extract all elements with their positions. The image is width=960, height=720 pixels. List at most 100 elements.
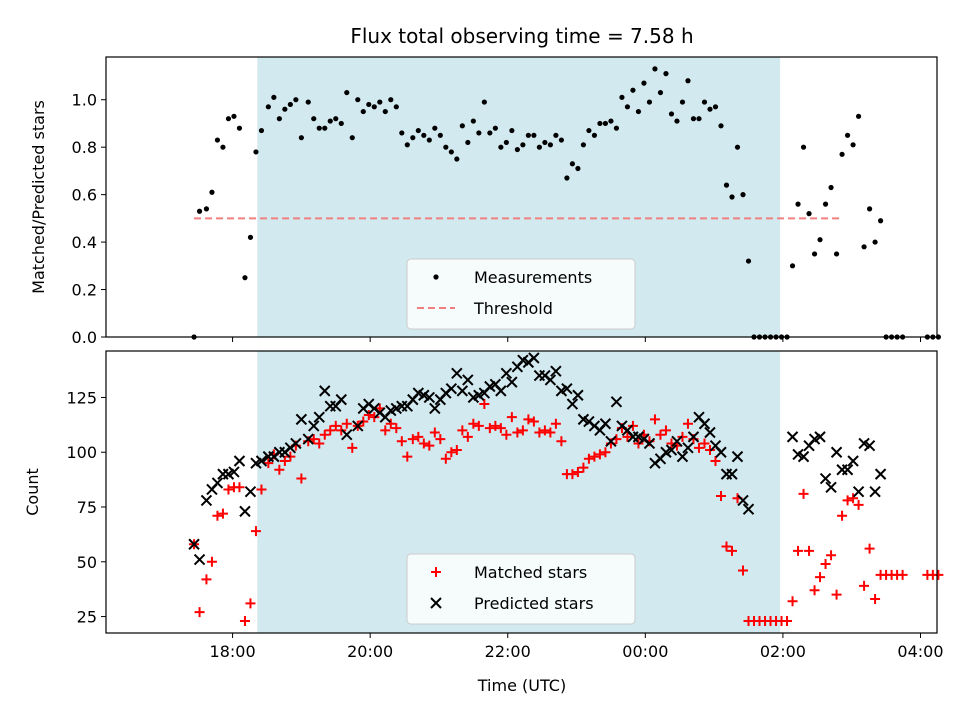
y-tick-label: 0.6 [72,186,97,205]
data-point [839,151,845,157]
data-point [815,572,826,583]
data-point [698,418,711,430]
data-point [687,431,700,443]
data-point [561,382,573,395]
legend-label: Predicted stars [474,594,594,613]
data-point [641,80,647,86]
data-point [322,125,328,131]
legend-box [406,553,636,625]
data-point [837,510,848,521]
data-point [498,144,504,150]
data-point [211,477,224,489]
data-point [671,435,683,447]
data-point [528,352,540,364]
data-point [319,429,330,440]
data-point [388,97,394,103]
data-point [435,434,446,445]
data-point [236,125,243,131]
data-point [520,142,526,148]
data-point [327,118,333,124]
data-point [459,123,465,129]
data-point [699,438,710,449]
count-panel: 25 50 75 100 125 18:00 20:00 22:00 00:00 02:00 04:… [66,350,944,661]
data-point [490,420,501,431]
data-point [861,244,867,250]
data-point [500,367,513,380]
data-point [311,116,317,122]
data-point [296,473,307,484]
data-point [349,135,355,141]
legend-marker-dot [433,274,439,280]
data-point [897,569,908,580]
top-y-axis-label: Matched/Predicted stars [29,100,48,294]
data-point [487,130,493,136]
data-point [335,393,347,406]
data-point [377,99,383,105]
legend-label: Matched stars [474,563,587,582]
data-point [523,414,534,425]
data-point [402,451,413,462]
ratio-panel: 0.0 0.2 0.4 0.6 0.8 1.0 Measurements Threshold [72,56,941,347]
legend: Measurements Threshold [406,258,636,330]
data-point [347,442,358,453]
data-point [338,120,344,127]
series-matched-stars [189,399,944,626]
y-tick-label: 0.0 [72,328,97,347]
data-point [396,436,407,447]
data-point [214,137,221,143]
data-point [727,545,738,556]
data-point [201,574,212,585]
data-point [247,234,254,240]
data-point [547,142,553,148]
data-point [314,438,325,449]
data-point [352,420,364,432]
data-point [848,493,859,504]
y-tick-label: 75 [77,498,97,517]
data-point [809,585,820,596]
data-point [619,94,625,100]
data-point [503,139,509,146]
data-point [663,71,669,77]
data-point [274,464,285,475]
x-tick-label: 20:00 [347,642,393,661]
data-point [833,251,840,257]
data-point [610,396,623,408]
data-point [456,385,469,397]
data-point [194,607,205,618]
data-point [539,425,550,436]
data-point [591,132,598,138]
y-tick-label: 1.0 [72,91,97,110]
data-point [847,455,859,467]
data-point [550,418,561,429]
data-point [399,130,405,136]
data-point [410,135,416,141]
data-point [293,97,299,103]
data-point [233,455,246,467]
data-point [330,420,341,431]
data-point [657,89,664,96]
data-point [646,99,653,105]
data-point [313,411,325,423]
data-point [863,439,876,452]
data-point [525,132,531,138]
data-point [580,142,587,148]
data-point [793,545,804,556]
data-point [407,434,418,445]
y-tick-label: 0.4 [72,233,97,252]
data-point [380,425,391,436]
data-point [600,447,611,458]
data-point [877,218,884,224]
data-point [196,208,203,214]
data-point [682,442,694,454]
data-point [528,416,539,427]
data-point [418,438,429,449]
data-point [316,125,322,131]
data-point [704,426,716,439]
data-point [589,451,600,462]
data-point [674,118,680,124]
data-point [371,104,377,110]
data-point [385,418,396,429]
data-point [256,484,267,495]
data-point [660,425,671,436]
